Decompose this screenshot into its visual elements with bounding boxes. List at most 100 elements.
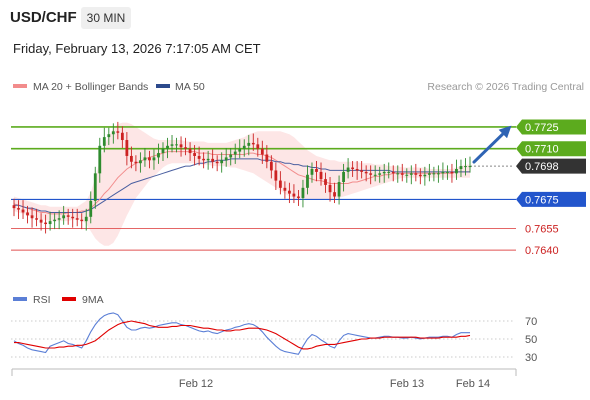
legend-label-ma20: MA 20 + Bollinger Bands (33, 81, 148, 93)
chart-header: USD/CHF 30 MIN (0, 0, 590, 36)
candle-body (446, 171, 449, 173)
candle-body (80, 219, 84, 222)
level-tag-0.7698 (516, 158, 586, 174)
candle-body (297, 196, 300, 198)
candle-body (265, 154, 269, 162)
legend-label-rsi: RSI (33, 294, 51, 306)
candle-body (464, 166, 467, 168)
candle-body (102, 137, 106, 146)
candle-body (346, 167, 350, 172)
candle-body (17, 208, 20, 210)
candle-body (98, 145, 102, 174)
candle-body (139, 160, 142, 164)
price-plot-area (11, 121, 516, 251)
candle-body (328, 184, 332, 193)
candle-body (459, 166, 463, 169)
candle-body (373, 174, 377, 176)
level-label-0.7710: 0.7710 (525, 144, 559, 156)
candle-body (184, 147, 187, 149)
candle-body (175, 144, 178, 146)
level-label-0.7655: 0.7655 (525, 223, 559, 235)
candle-body (111, 131, 115, 135)
candle-body (66, 215, 70, 217)
x-tick-label-feb12: Feb 12 (179, 378, 213, 390)
candle-body (21, 209, 25, 213)
candle-body (283, 187, 287, 191)
level-tag-0.7710 (516, 141, 586, 157)
legend-label-ma50: MA 50 (175, 81, 205, 93)
candle-body (39, 219, 43, 223)
candle-body (256, 144, 260, 149)
candle-body (409, 173, 413, 175)
forecast-arrow (472, 125, 512, 164)
candle-body (364, 171, 368, 174)
rsi-series-rsi (13, 312, 470, 355)
rsi-y-tick-70: 70 (525, 316, 537, 328)
candle-body (12, 205, 16, 209)
candle-body (274, 170, 278, 181)
candle-body (391, 171, 395, 174)
candle-body (382, 171, 386, 174)
candle-body (129, 155, 133, 162)
candle-body (211, 158, 215, 162)
candle-body (455, 168, 458, 174)
candle-body (437, 173, 440, 175)
candle-body (278, 180, 282, 188)
legend-swatch-ma50 (156, 84, 170, 88)
candle-body (360, 170, 364, 172)
candle-body (48, 221, 52, 225)
candle-body (152, 157, 156, 161)
candle-body (242, 145, 246, 149)
candle-body (193, 153, 196, 156)
candle-body (62, 215, 66, 219)
candle-body (44, 222, 47, 225)
rsi-series-9ma (14, 320, 471, 350)
candle-body (432, 173, 436, 175)
candle-body (161, 148, 165, 154)
symbol-title: USD/CHF (10, 9, 77, 26)
candle-body (179, 144, 183, 148)
candle-body (333, 192, 336, 197)
candle-body (319, 171, 323, 180)
candle-body (369, 173, 373, 175)
candle-body (157, 153, 160, 158)
candle-body (107, 134, 111, 138)
main-legend: MA 20 + Bollinger Bands MA 50 Research ©… (13, 81, 584, 93)
level-tag-0.7675 (516, 191, 586, 207)
candle-body (427, 173, 431, 175)
candle-body (306, 174, 309, 188)
candle-body (215, 161, 219, 164)
candle-body (57, 218, 61, 220)
bollinger-band (14, 122, 470, 246)
level-label-0.7675: 0.7675 (525, 194, 559, 206)
candle-body (387, 171, 391, 173)
candle-body (238, 148, 242, 152)
candle-body (84, 216, 88, 222)
candle-body (202, 158, 206, 161)
level-tag-0.7725 (516, 119, 586, 135)
candle-body (170, 144, 174, 146)
candle-body (423, 174, 427, 177)
rsi-y-tick-50: 50 (525, 334, 537, 346)
candle-body (288, 190, 291, 194)
legend-swatch-rsi (13, 297, 27, 301)
candle-body (315, 168, 318, 172)
candle-body (468, 166, 472, 168)
candle-body (224, 157, 228, 161)
candle-body (337, 182, 341, 197)
candle-body (441, 171, 445, 174)
candle-body (166, 145, 169, 149)
candle-body (418, 174, 422, 177)
candle-body (143, 157, 147, 161)
candle-body (310, 168, 314, 175)
x-tick-label-feb14: Feb 14 (456, 378, 490, 390)
candle-body (125, 140, 129, 156)
x-axis: Feb 12 Feb 13 Feb 14 (11, 368, 517, 390)
candle-body (71, 216, 75, 219)
timeframe-button[interactable]: 30 MIN (81, 7, 131, 29)
legend-swatch-9ma (62, 297, 76, 301)
candle-body (400, 173, 404, 175)
candle-body (414, 173, 418, 175)
candle-body (450, 171, 454, 174)
candle-body (251, 142, 255, 145)
